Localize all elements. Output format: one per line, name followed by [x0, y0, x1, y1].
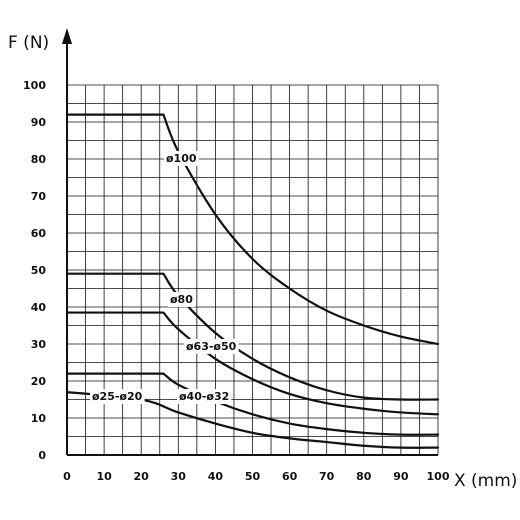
- series-label: ø63-ø50: [186, 340, 237, 353]
- x-tick-label: 40: [208, 470, 224, 483]
- y-tick-label: 70: [31, 190, 47, 203]
- x-tick-label: 20: [134, 470, 150, 483]
- y-tick-label: 0: [38, 449, 46, 462]
- y-tick-label: 50: [31, 264, 47, 277]
- series-label: ø25-ø20: [92, 390, 143, 403]
- axes: [62, 28, 438, 456]
- tick-labels: 0 10 20 30 40 50 60 70 80 90 100 0 10 20 30 40 50 60 70 80 9…: [23, 79, 450, 483]
- series-line: [65, 311, 440, 416]
- y-tick-label: 60: [31, 227, 47, 240]
- y-tick-label: 100: [23, 79, 46, 92]
- series-line: [65, 391, 440, 449]
- x-tick-label: 50: [245, 470, 261, 483]
- series-label-background: [164, 151, 199, 166]
- x-tick-label: 30: [171, 470, 187, 483]
- y-axis-title: F (N): [8, 33, 49, 53]
- series-label-background: [184, 339, 239, 354]
- series-label-background: [90, 389, 145, 404]
- series-labels: ø100 ø80 ø63-ø50 ø40-ø32 ø25-ø20: [90, 151, 239, 404]
- x-tick-label: 90: [393, 470, 409, 483]
- x-tick-label: 80: [356, 470, 372, 483]
- x-tick-label: 60: [282, 470, 298, 483]
- x-tick-label: 70: [319, 470, 335, 483]
- y-tick-label: 90: [31, 116, 47, 129]
- y-tick-label: 40: [31, 301, 47, 314]
- y-tick-label: 20: [31, 375, 47, 388]
- series-label: ø80: [170, 293, 193, 306]
- y-axis-arrow-icon: [62, 28, 72, 44]
- x-axis-title: X (mm): [454, 471, 517, 491]
- x-tick-label: 0: [63, 470, 71, 483]
- series-label-background: [168, 292, 196, 307]
- x-tick-label: 10: [96, 470, 112, 483]
- y-tick-label: 10: [31, 412, 47, 425]
- x-tick-label: 100: [427, 470, 450, 483]
- y-tick-label: 80: [31, 153, 47, 166]
- series-label-background: [177, 389, 232, 404]
- series-label: ø40-ø32: [179, 390, 229, 403]
- series-line: [65, 372, 440, 436]
- y-tick-label: 30: [31, 338, 47, 351]
- series-label: ø100: [166, 152, 197, 165]
